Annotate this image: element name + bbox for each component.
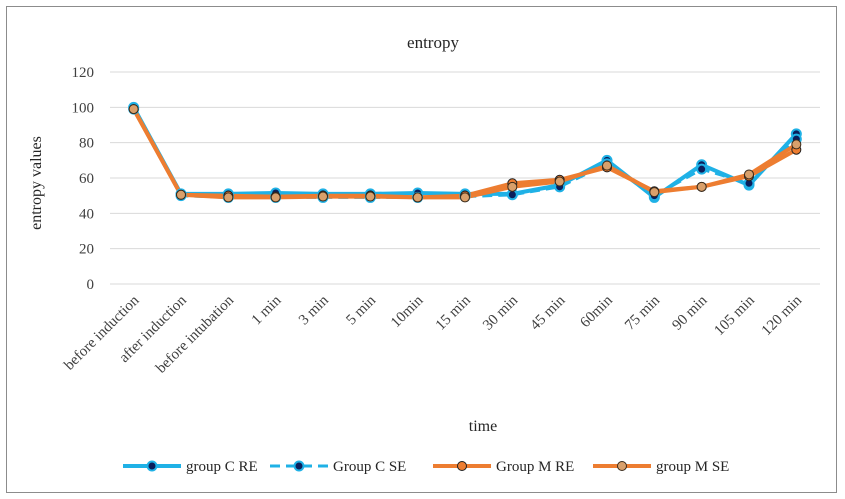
series-line xyxy=(131,108,798,200)
chart-frame: entropy 0 20 40 60 80 100 120 before induction… xyxy=(6,6,837,493)
x-tick-label: 3 min xyxy=(296,292,332,328)
x-tick-label: 75 min xyxy=(622,292,663,333)
y-tick-label: 0 xyxy=(87,277,95,293)
x-tick-label: 45 min xyxy=(527,292,568,333)
data-point xyxy=(365,191,376,202)
data-point xyxy=(507,181,518,192)
x-tick-label: 30 min xyxy=(480,292,521,333)
y-tick-label: 80 xyxy=(79,136,94,152)
y-tick-label: 100 xyxy=(72,100,95,116)
y-tick-label: 40 xyxy=(79,206,94,222)
data-point xyxy=(554,176,565,187)
data-point xyxy=(696,163,708,175)
x-axis-title: time xyxy=(469,418,497,435)
data-point xyxy=(744,169,754,180)
legend: group C RE Group C SE Group M RE group M SE xyxy=(123,459,729,475)
y-tick-label: 60 xyxy=(79,171,94,187)
data-point xyxy=(791,139,802,150)
legend-marker xyxy=(457,461,467,471)
entropy-line-chart: entropy 0 20 40 60 80 100 120 before induction… xyxy=(28,33,820,475)
y-axis-title: entropy values xyxy=(28,136,45,230)
y-tick-label: 20 xyxy=(79,242,94,258)
x-tick-label: 10min xyxy=(388,292,427,331)
legend-marker xyxy=(146,460,158,472)
series-line xyxy=(131,108,798,200)
data-series xyxy=(128,101,802,203)
x-tick-label: 15 min xyxy=(433,292,474,333)
data-point xyxy=(128,104,139,115)
data-point xyxy=(602,160,612,171)
legend-label: Group C SE xyxy=(333,459,406,475)
data-point xyxy=(270,192,281,203)
x-tick-label: 60min xyxy=(577,292,616,331)
y-axis-tick-labels: 0 20 40 60 80 100 120 xyxy=(72,65,95,293)
data-point xyxy=(318,191,328,202)
x-tick-label: 5 min xyxy=(343,292,379,328)
series-line xyxy=(131,106,798,200)
x-tick-label: 90 min xyxy=(669,292,710,333)
data-point xyxy=(412,192,423,203)
data-point xyxy=(696,181,707,192)
legend-label: group M SE xyxy=(656,459,729,475)
x-tick-label: 120 min xyxy=(759,292,806,339)
chart-title: entropy xyxy=(407,33,459,52)
legend-marker xyxy=(293,460,305,472)
data-point xyxy=(223,192,234,203)
x-tick-label: 105 min xyxy=(711,292,758,339)
legend-label: Group M RE xyxy=(496,459,574,475)
data-point xyxy=(176,189,186,200)
legend-label: group C RE xyxy=(186,459,258,475)
legend-marker xyxy=(617,461,627,471)
x-tick-label: 1 min xyxy=(249,292,285,328)
y-tick-label: 120 xyxy=(72,65,95,81)
series-line xyxy=(132,108,798,199)
data-point xyxy=(460,192,470,203)
gridlines xyxy=(110,71,820,285)
data-point xyxy=(649,187,660,198)
